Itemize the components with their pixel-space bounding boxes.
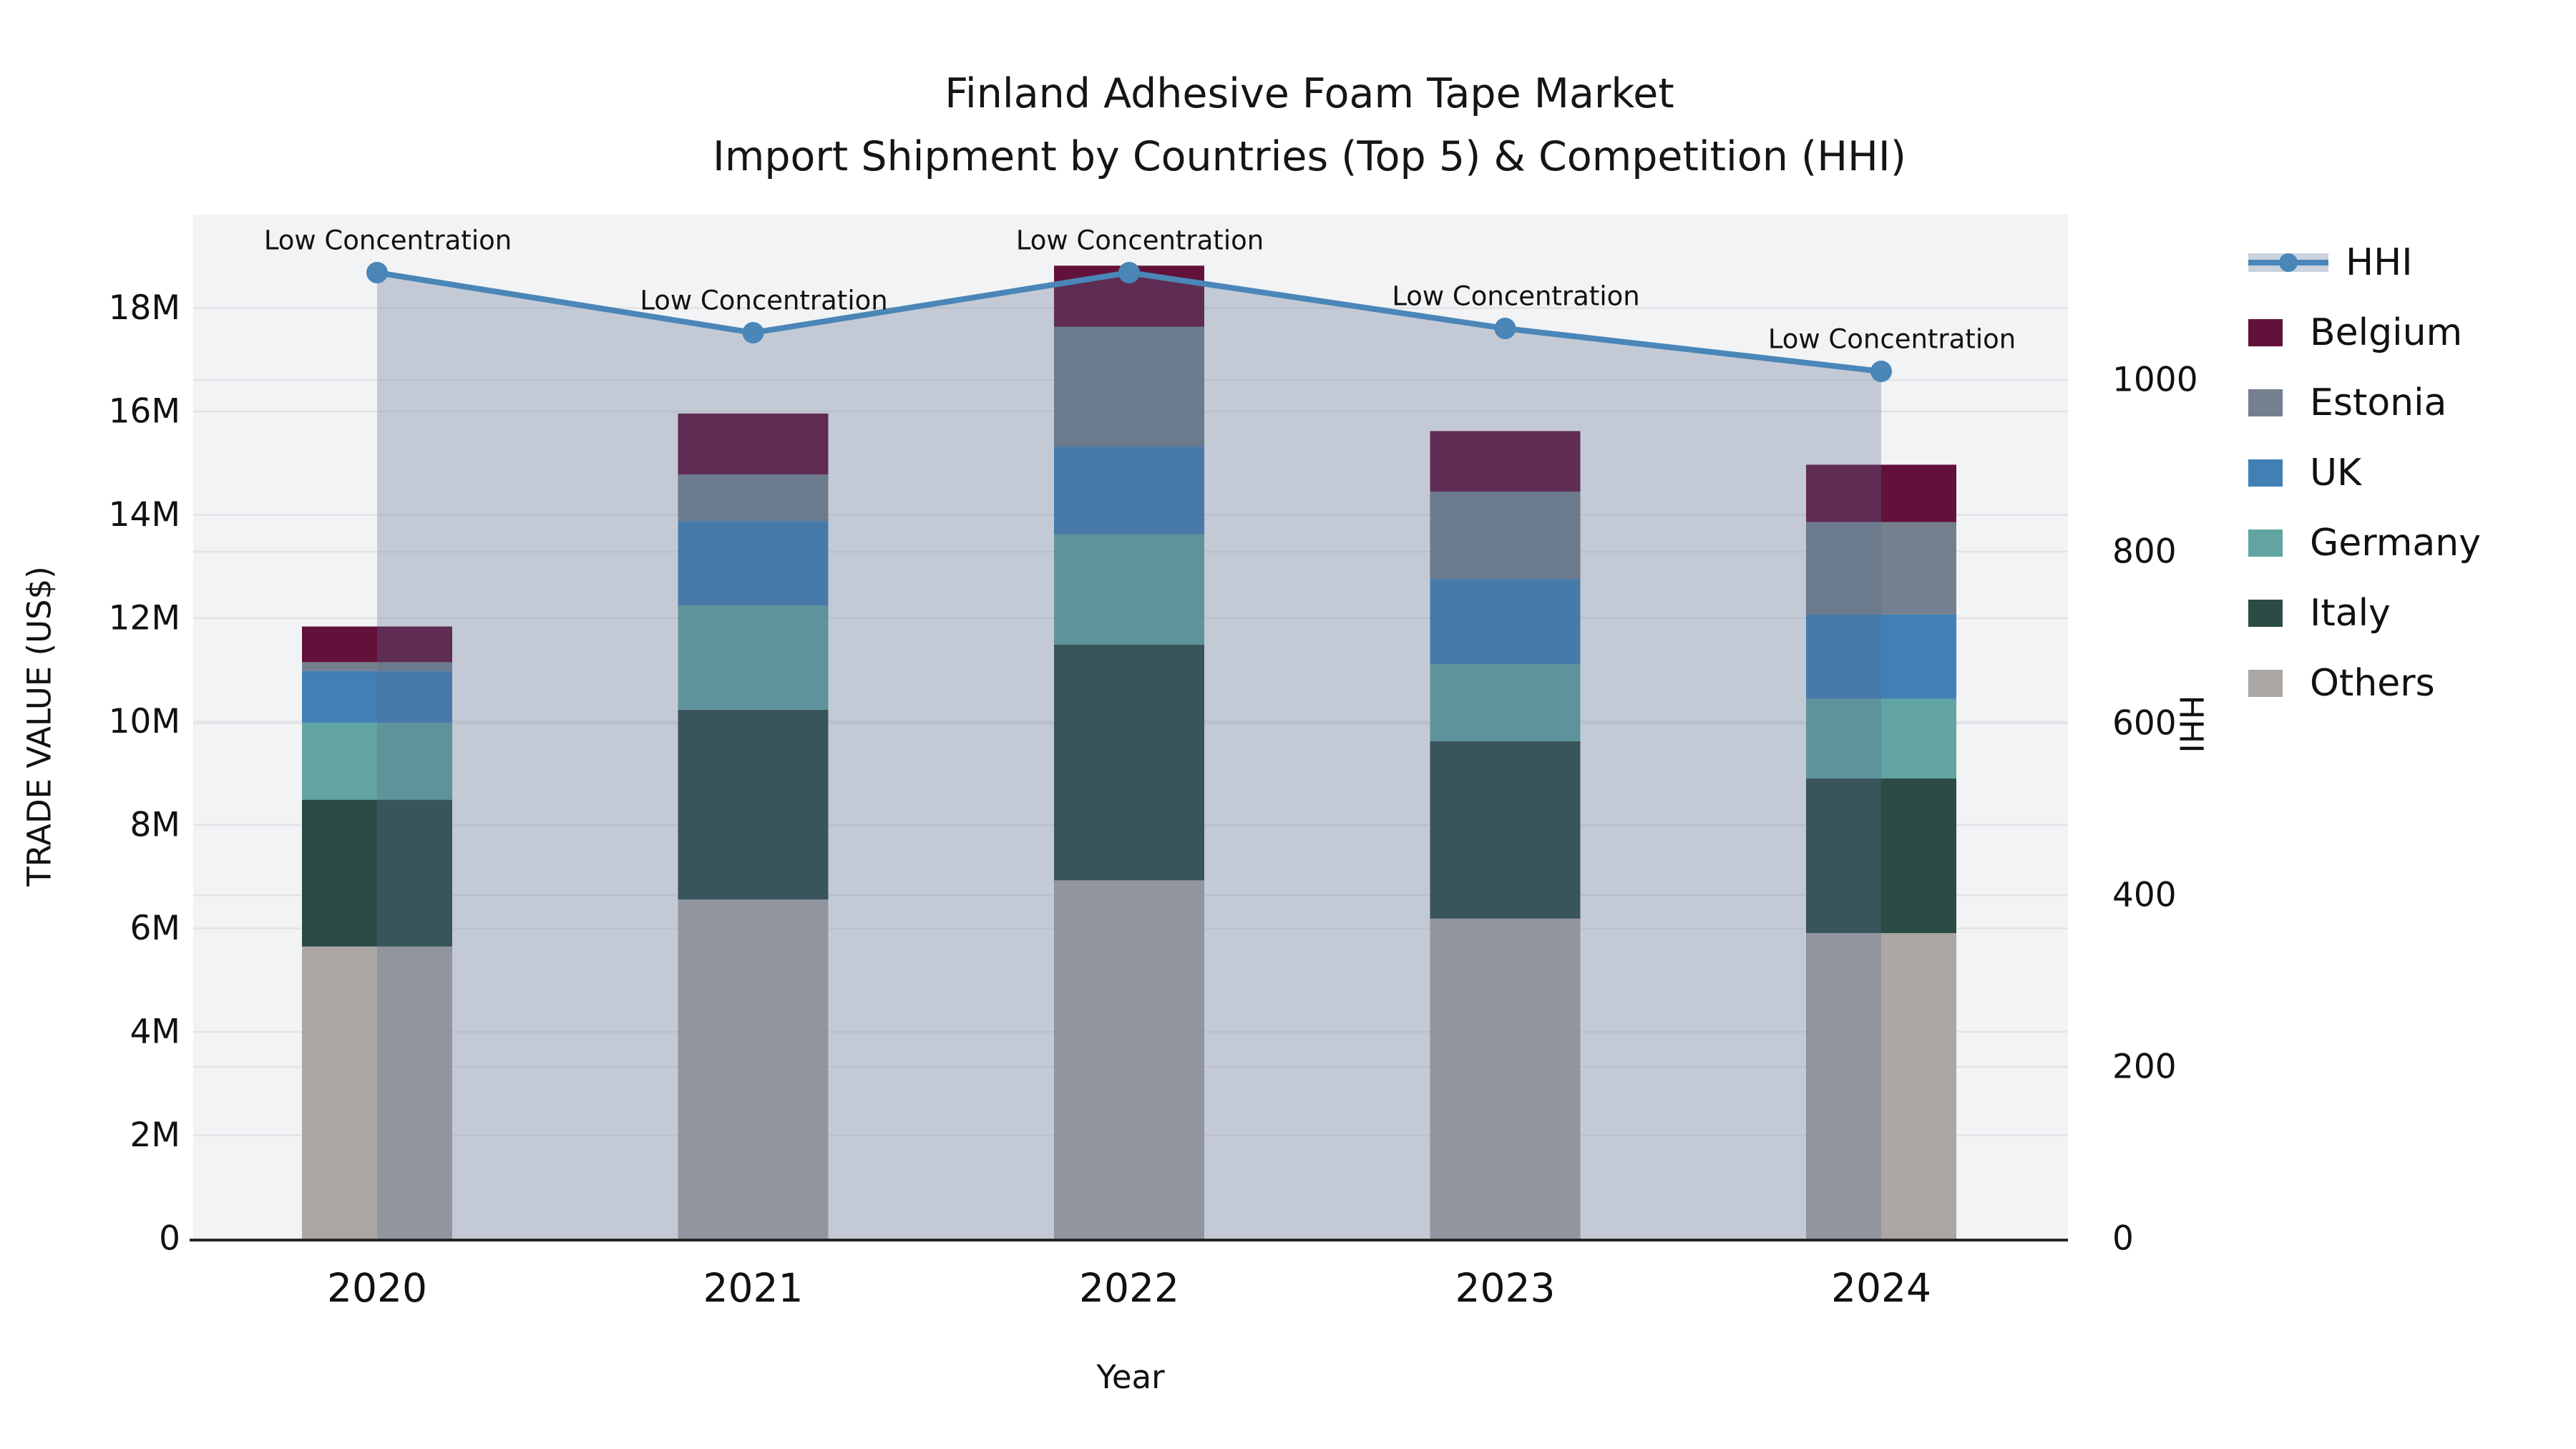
hhi-point-2023: [1494, 318, 1516, 339]
hhi-point-2020: [366, 262, 388, 283]
annotation-2021: Low Concentration: [640, 286, 887, 316]
y-left-tick-10M: 10M: [109, 702, 180, 741]
color-swatch-icon: [2248, 319, 2283, 346]
color-swatch-icon: [2248, 530, 2283, 557]
chart-title: Finland Adhesive Foam Tape Market: [945, 70, 1674, 117]
annotation-2023: Low Concentration: [1392, 281, 1639, 312]
x-tick-2024: 2024: [1831, 1265, 1931, 1311]
bar-segment-Belgium-2021: [678, 413, 829, 475]
bar-segment-Belgium-2020: [302, 626, 452, 663]
hhi-line-swatch-icon: [2248, 249, 2328, 276]
y-left-tick-16M: 16M: [109, 392, 180, 431]
legend-item-uk: UK: [2248, 438, 2481, 508]
x-tick-2023: 2023: [1455, 1265, 1556, 1311]
legend-label: Others: [2310, 662, 2435, 705]
color-swatch-icon: [2248, 670, 2283, 697]
bar-segment-Others-2022: [1054, 880, 1204, 1239]
x-axis-title: Year: [1096, 1358, 1165, 1396]
x-tick-2020: 2020: [327, 1265, 427, 1311]
y-left-tick-8M: 8M: [130, 806, 180, 845]
annotation-2020: Low Concentration: [264, 225, 512, 256]
chart-subtitle: Import Shipment by Countries (Top 5) & C…: [713, 133, 1906, 180]
bar-segment-Estonia-2022: [1054, 326, 1204, 447]
bar-segment-Others-2020: [302, 946, 452, 1239]
y-left-tick-14M: 14M: [109, 495, 180, 535]
y-left-tick-0: 0: [159, 1219, 180, 1259]
bar-segment-UK-2020: [302, 670, 452, 723]
legend-item-estonia: Estonia: [2248, 368, 2481, 438]
legend-label: Belgium: [2310, 311, 2463, 354]
bar-segment-Italy-2021: [678, 709, 829, 900]
annotation-2024: Low Concentration: [1768, 324, 2016, 355]
y-right-tick-1000: 1000: [2112, 361, 2198, 400]
hhi-point-2024: [1870, 361, 1892, 382]
legend: HHI Belgium Estonia UK Germany Italy Others: [2248, 228, 2481, 718]
legend-label: Italy: [2310, 592, 2391, 635]
legend-item-others: Others: [2248, 648, 2481, 718]
bar-segment-Others-2021: [678, 899, 829, 1239]
bar-segment-UK-2022: [1054, 447, 1204, 535]
x-tick-2022: 2022: [1079, 1265, 1179, 1311]
legend-item-italy: Italy: [2248, 578, 2481, 648]
y-left-tick-6M: 6M: [130, 909, 180, 948]
y-left-tick-2M: 2M: [130, 1116, 180, 1155]
bar-segment-Estonia-2024: [1806, 522, 1956, 615]
bar-segment-Belgium-2024: [1806, 464, 1956, 522]
annotation-2022: Low Concentration: [1016, 225, 1264, 256]
y-right-tick-800: 800: [2112, 532, 2177, 572]
bar-segment-Italy-2020: [302, 799, 452, 947]
y-left-tick-12M: 12M: [109, 599, 180, 638]
color-swatch-icon: [2248, 600, 2283, 627]
bar-segment-Italy-2023: [1430, 741, 1581, 919]
bar-segment-UK-2024: [1806, 614, 1956, 699]
color-swatch-icon: [2248, 389, 2283, 416]
y-right-tick-0: 0: [2112, 1219, 2134, 1259]
bar-segment-Estonia-2020: [302, 662, 452, 671]
bar-segment-Italy-2022: [1054, 644, 1204, 881]
bar-segment-Germany-2023: [1430, 664, 1581, 741]
bar-segment-Germany-2021: [678, 605, 829, 710]
bar-segment-Others-2023: [1430, 918, 1581, 1239]
y-right-tick-400: 400: [2112, 876, 2177, 915]
x-tick-2021: 2021: [703, 1265, 804, 1311]
hhi-area-fill: [377, 273, 1881, 1239]
y-right-tick-200: 200: [2112, 1048, 2177, 1087]
y-right-tick-600: 600: [2112, 704, 2177, 743]
legend-item-germany: Germany: [2248, 508, 2481, 578]
legend-label: Germany: [2310, 522, 2482, 565]
bar-segment-UK-2023: [1430, 579, 1581, 665]
bar-segment-Belgium-2023: [1430, 431, 1581, 492]
legend-item-hhi: HHI: [2248, 228, 2481, 298]
color-swatch-icon: [2248, 459, 2283, 487]
bar-segment-Germany-2020: [302, 722, 452, 800]
bar-segment-Italy-2024: [1806, 778, 1956, 934]
y-left-tick-18M: 18M: [109, 288, 180, 328]
bar-segment-Estonia-2023: [1430, 491, 1581, 580]
bar-segment-Estonia-2021: [678, 474, 829, 522]
hhi-point-2022: [1118, 262, 1140, 283]
hhi-point-2021: [742, 322, 764, 343]
bar-segment-Germany-2024: [1806, 698, 1956, 779]
bar-segment-Germany-2022: [1054, 534, 1204, 645]
bar-segment-Others-2024: [1806, 933, 1956, 1239]
y-left-tick-4M: 4M: [130, 1013, 180, 1052]
legend-item-belgium: Belgium: [2248, 298, 2481, 368]
legend-label: HHI: [2346, 241, 2413, 284]
bar-segment-UK-2021: [678, 521, 829, 605]
legend-label: UK: [2310, 452, 2362, 494]
legend-label: Estonia: [2310, 381, 2447, 424]
